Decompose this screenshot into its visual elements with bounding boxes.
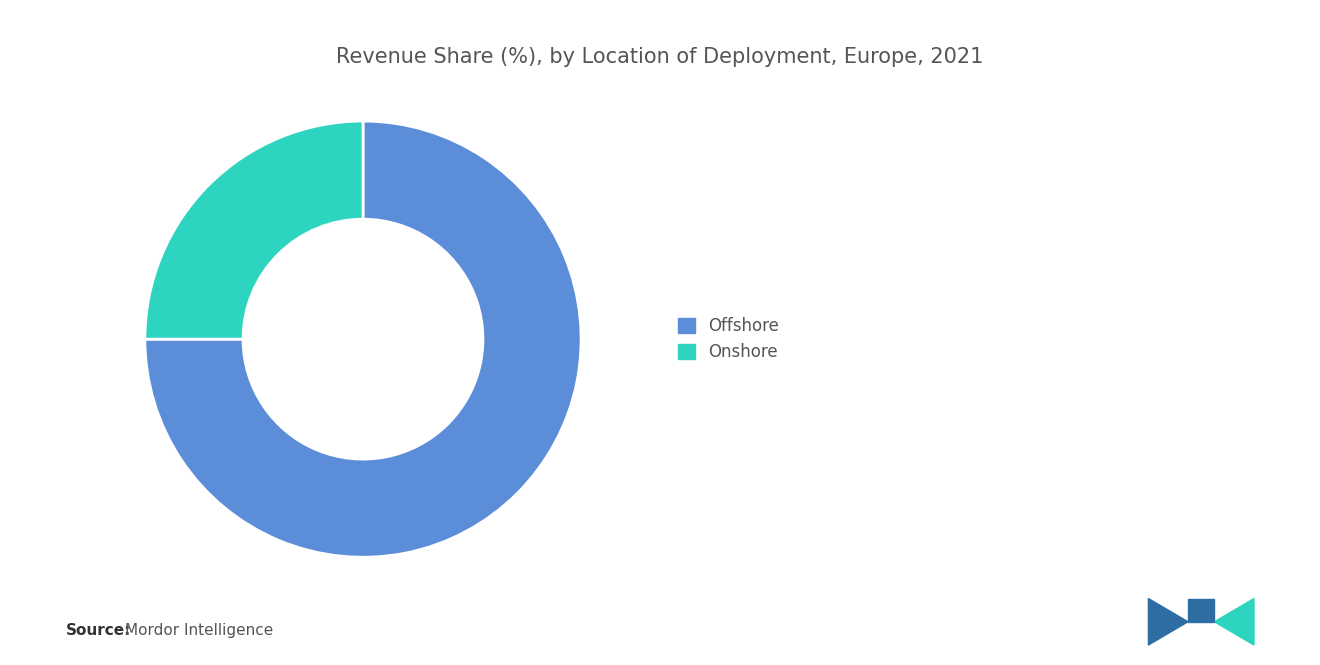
- Text: Mordor Intelligence: Mordor Intelligence: [125, 623, 273, 638]
- Wedge shape: [145, 121, 581, 557]
- Text: Revenue Share (%), by Location of Deployment, Europe, 2021: Revenue Share (%), by Location of Deploy…: [337, 47, 983, 66]
- Polygon shape: [1148, 598, 1188, 645]
- Text: Source:: Source:: [66, 623, 132, 638]
- Legend: Offshore, Onshore: Offshore, Onshore: [672, 311, 785, 368]
- Wedge shape: [145, 121, 363, 339]
- Polygon shape: [1214, 598, 1254, 645]
- Polygon shape: [1188, 598, 1214, 622]
